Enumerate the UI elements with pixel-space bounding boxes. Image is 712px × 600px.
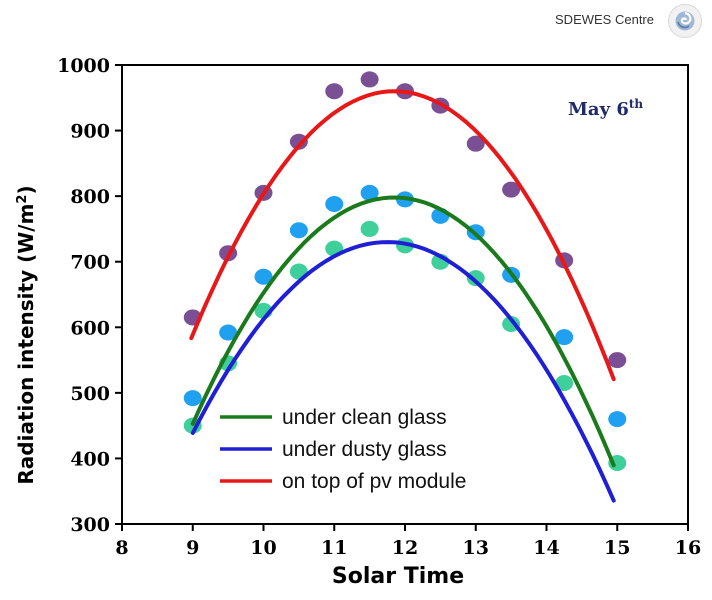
y-axis-title-main: Radiation intensity (W/m — [14, 204, 38, 485]
y-tick-label-800: 800 — [70, 186, 110, 208]
marker-under-dusty-glass-3 — [289, 222, 308, 239]
y-axis-title: Radiation intensity (W/m2) — [14, 185, 38, 484]
legend: under clean glass under dusty glass on t… — [220, 406, 466, 493]
x-tick-label-12: 12 — [392, 537, 418, 559]
marker-under-dusty-glass-4 — [325, 196, 344, 213]
marker-under-dusty-glass-2 — [254, 268, 273, 285]
y-tick-labels: 300 400 500 600 700 800 900 1000 — [57, 55, 110, 536]
x-tick-label-13: 13 — [463, 537, 489, 559]
date-annotation: May 6th — [568, 97, 643, 120]
sdewes-swirl-logo-icon[interactable] — [668, 4, 702, 38]
marker-under-clean-glass-10 — [555, 375, 574, 392]
radiation-chart: 8 9 10 11 12 13 14 15 16 300 400 500 600 700 800 900 10… — [14, 55, 701, 589]
brand-name[interactable]: SDEWES Centre — [555, 12, 654, 27]
y-tick-label-1000: 1000 — [57, 55, 110, 77]
legend-label-pv-module: on top of pv module — [282, 470, 466, 493]
date-annotation-main: May 6 — [568, 99, 629, 120]
x-tick-labels: 8 9 10 11 12 13 14 15 16 — [115, 537, 701, 559]
fit-curve-on-top-of-pv-module — [189, 89, 616, 382]
page-header: SDEWES Centre — [0, 0, 712, 40]
y-tick-label-600: 600 — [70, 317, 110, 339]
marker-under-clean-glass-5 — [360, 220, 379, 237]
marker-under-dusty-glass-5 — [360, 184, 379, 201]
x-axis-title: Solar Time — [332, 564, 464, 589]
marker-on-top-of-pv-module-9 — [502, 181, 521, 198]
marker-under-clean-glass-8 — [466, 270, 485, 287]
legend-label-dusty-glass: under dusty glass — [282, 438, 447, 461]
marker-on-top-of-pv-module-3 — [289, 133, 308, 150]
y-tick-label-500: 500 — [70, 383, 110, 405]
y-tick-label-400: 400 — [70, 448, 110, 470]
fit-curve-under-clean-glass — [190, 195, 616, 468]
marker-under-dusty-glass-0 — [183, 390, 202, 407]
marker-under-dusty-glass-10 — [555, 329, 574, 346]
swirl-logo-graphic — [675, 11, 695, 31]
fit-curves — [189, 89, 616, 503]
marker-on-top-of-pv-module-11 — [608, 352, 627, 369]
y-axis-title-suffix: ) — [14, 185, 38, 194]
marker-on-top-of-pv-module-5 — [360, 71, 379, 88]
x-tick-label-16: 16 — [675, 537, 701, 559]
axes-frame — [115, 64, 689, 531]
marker-under-dusty-glass-1 — [219, 324, 238, 341]
x-tick-label-10: 10 — [250, 537, 276, 559]
marker-on-top-of-pv-module-4 — [325, 83, 344, 100]
x-tick-label-8: 8 — [115, 537, 128, 559]
fit-curve-under-dusty-glass — [190, 240, 616, 503]
x-tick-label-15: 15 — [604, 537, 630, 559]
x-tick-label-11: 11 — [321, 537, 347, 559]
x-tick-label-14: 14 — [533, 537, 559, 559]
x-tick-label-9: 9 — [186, 537, 199, 559]
y-tick-label-300: 300 — [70, 514, 110, 536]
marker-under-dusty-glass-11 — [608, 411, 627, 428]
y-axis-title-superscript: 2 — [15, 195, 30, 204]
marker-on-top-of-pv-module-8 — [466, 135, 485, 152]
legend-label-clean-glass: under clean glass — [282, 406, 447, 429]
y-tick-label-900: 900 — [70, 121, 110, 143]
date-annotation-superscript: th — [629, 97, 644, 111]
y-tick-label-700: 700 — [70, 252, 110, 274]
